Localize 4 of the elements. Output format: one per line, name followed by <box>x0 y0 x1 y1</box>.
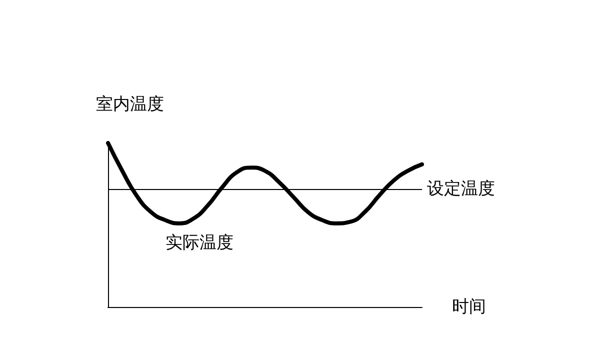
series-label: 实际温度 <box>165 232 234 253</box>
x-axis-title: 时间 <box>452 297 486 317</box>
y-axis-title: 室内温度 <box>96 94 164 114</box>
ref-line-label: 设定温度 <box>427 178 495 199</box>
